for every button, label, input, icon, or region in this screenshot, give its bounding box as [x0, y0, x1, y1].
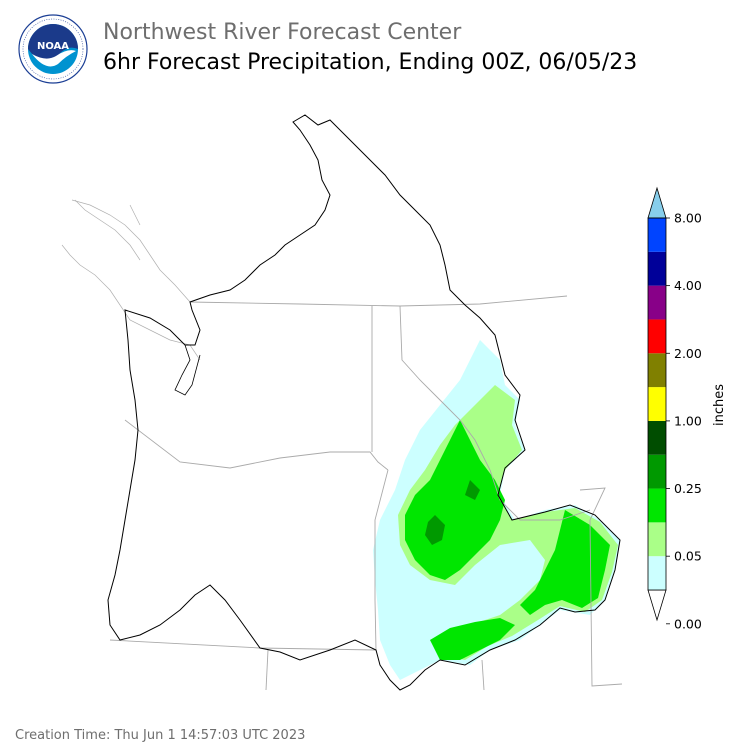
creation-time: Creation Time: Thu Jun 1 14:57:03 UTC 20…	[15, 728, 306, 743]
puget-sound-outline	[174, 344, 201, 396]
nv-line-2	[481, 659, 485, 691]
colorbar-outline	[647, 217, 667, 591]
precip-heavy-area-south	[430, 618, 515, 660]
org-name: Northwest River Forecast Center	[103, 20, 462, 45]
nv-line-1	[265, 649, 269, 691]
precipitation-map	[61, 114, 623, 691]
colorbar-tick-label: 0.00	[674, 616, 702, 630]
colorbar-bin	[648, 420, 666, 455]
logo-bird	[32, 50, 76, 67]
colorbar-bin	[648, 251, 666, 286]
colorbar-bin	[648, 285, 666, 320]
precip-heavy-area-east	[520, 510, 610, 615]
precip-fields	[373, 340, 620, 680]
logo-sky	[28, 24, 78, 63]
colorbar-bin	[648, 522, 666, 557]
noaa-logo: NOAA	[18, 14, 88, 84]
colorbar-tick-label: 4.00	[674, 278, 702, 293]
colorbar-tick-label: 2.00	[674, 346, 702, 361]
colorbar-bin	[648, 556, 666, 590]
colorbar-arrow-bottom	[647, 589, 667, 622]
or-id-border	[374, 469, 389, 651]
canada-us-border	[189, 295, 568, 307]
colorbar-bin	[648, 387, 666, 421]
bc-coastline	[61, 199, 201, 361]
colorbar-tick-label: 1.00	[674, 413, 702, 428]
colorbar-bin	[648, 488, 666, 523]
precip-very-heavy-area	[425, 515, 445, 545]
basin-outline	[107, 114, 621, 691]
logo-text: NOAA	[37, 41, 69, 52]
id-mt-border	[399, 305, 591, 521]
colorbar-tick-label: 8.00	[674, 211, 702, 226]
or-south-border	[109, 639, 377, 651]
colorbar-bins	[647, 186, 667, 622]
colorbar-legend: 8.00 4.00 2.00 1.00 0.25 0.05 0.00 inches	[647, 186, 727, 630]
colorbar-bin	[648, 218, 666, 252]
colorbar-bin	[648, 353, 666, 388]
colorbar-ticks: 8.00 4.00 2.00 1.00 0.25 0.05 0.00	[666, 211, 702, 630]
colorbar-unit-label: inches	[712, 384, 727, 426]
colorbar-tick-label: 0.25	[674, 481, 702, 496]
product-title: 6hr Forecast Precipitation, Ending 00Z, …	[103, 50, 638, 75]
colorbar-arrow-top	[647, 186, 667, 219]
wa-or-border	[124, 419, 389, 471]
precip-very-heavy-area-2	[465, 480, 480, 500]
colorbar-bin	[648, 319, 666, 354]
logo-ring-text-band	[22, 18, 84, 80]
mt-wy-border	[579, 487, 623, 687]
colorbar-tick-label: 0.05	[674, 549, 702, 564]
state-boundaries	[109, 295, 623, 691]
colorbar-bin	[648, 454, 666, 489]
